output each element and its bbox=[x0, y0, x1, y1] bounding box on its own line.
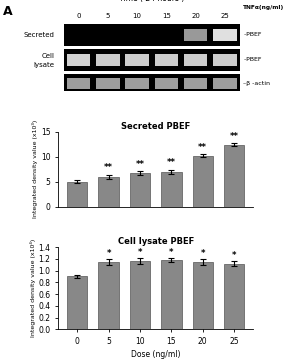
Bar bbox=[98, 262, 119, 329]
X-axis label: Dose (ng/ml): Dose (ng/ml) bbox=[131, 350, 180, 359]
Text: **: ** bbox=[104, 163, 113, 172]
Text: **: ** bbox=[136, 160, 145, 169]
Text: Time ( 24 hours ): Time ( 24 hours ) bbox=[119, 0, 184, 3]
Bar bbox=[67, 182, 88, 207]
Bar bbox=[161, 260, 182, 329]
Bar bbox=[213, 54, 237, 66]
Text: **: ** bbox=[198, 143, 207, 152]
Bar bbox=[64, 74, 239, 94]
Bar bbox=[98, 177, 119, 207]
Bar bbox=[155, 54, 178, 66]
Bar bbox=[125, 78, 149, 89]
Text: *: * bbox=[200, 249, 205, 258]
Text: –PBEF: –PBEF bbox=[243, 57, 262, 62]
Bar bbox=[96, 54, 120, 66]
Bar bbox=[161, 172, 182, 207]
Bar bbox=[130, 173, 150, 207]
Text: 10: 10 bbox=[133, 13, 142, 19]
Bar bbox=[155, 78, 178, 89]
Bar bbox=[130, 261, 150, 329]
Bar bbox=[193, 262, 213, 329]
Bar bbox=[64, 49, 239, 71]
Bar bbox=[64, 24, 239, 46]
Title: Secreted PBEF: Secreted PBEF bbox=[121, 122, 190, 131]
Text: *: * bbox=[107, 249, 111, 258]
Bar bbox=[184, 78, 207, 89]
Text: 20: 20 bbox=[191, 13, 200, 19]
Text: –β -actin: –β -actin bbox=[243, 81, 270, 86]
Bar bbox=[67, 54, 91, 66]
Bar bbox=[213, 78, 237, 89]
Text: *: * bbox=[169, 248, 174, 257]
Y-axis label: Integrated density value (x10⁴): Integrated density value (x10⁴) bbox=[30, 239, 36, 337]
Text: –PBEF: –PBEF bbox=[243, 32, 262, 37]
Text: *: * bbox=[138, 248, 142, 257]
Text: Secreted: Secreted bbox=[24, 32, 54, 38]
Text: A: A bbox=[3, 5, 13, 18]
Y-axis label: Integrated density value (x10³): Integrated density value (x10³) bbox=[32, 120, 38, 219]
Title: Cell lysate PBEF: Cell lysate PBEF bbox=[118, 237, 194, 246]
Text: TNFα(ng/ml): TNFα(ng/ml) bbox=[243, 5, 285, 10]
Bar bbox=[184, 29, 207, 41]
Text: **: ** bbox=[167, 158, 176, 167]
Bar bbox=[67, 276, 88, 329]
Text: **: ** bbox=[230, 132, 239, 141]
Text: 25: 25 bbox=[221, 13, 229, 19]
Bar bbox=[224, 264, 244, 329]
Text: *: * bbox=[232, 251, 236, 260]
Bar bbox=[224, 145, 244, 207]
Bar bbox=[125, 54, 149, 66]
Text: 5: 5 bbox=[106, 13, 110, 19]
Bar bbox=[193, 156, 213, 207]
Text: Cell: Cell bbox=[41, 53, 54, 59]
Bar bbox=[67, 78, 91, 89]
Bar bbox=[213, 29, 237, 41]
Bar bbox=[184, 54, 207, 66]
Text: 15: 15 bbox=[162, 13, 171, 19]
Bar bbox=[96, 78, 120, 89]
Text: lysate: lysate bbox=[33, 62, 54, 68]
Text: 0: 0 bbox=[77, 13, 81, 19]
